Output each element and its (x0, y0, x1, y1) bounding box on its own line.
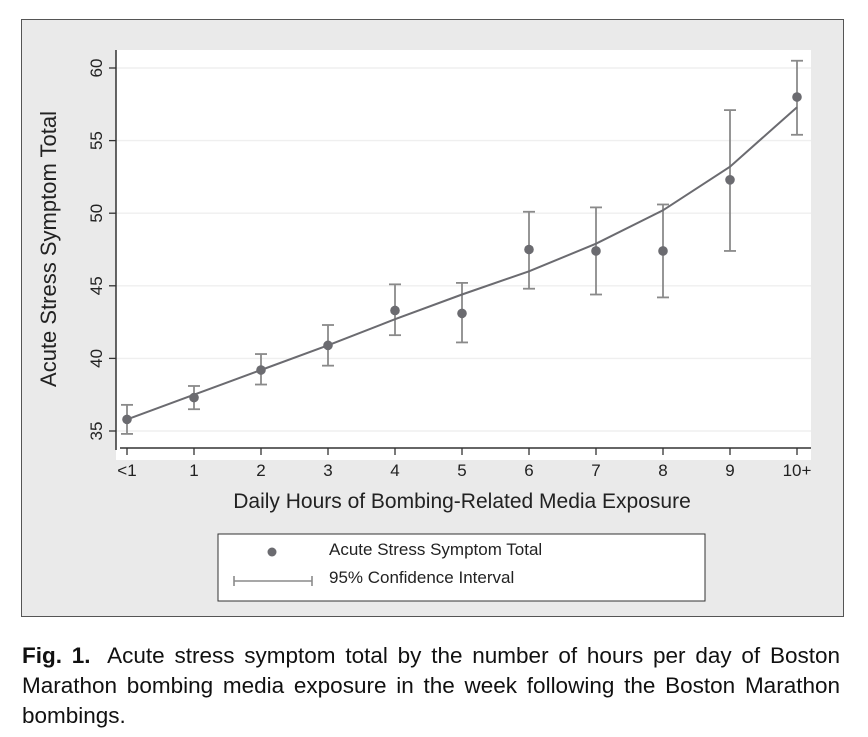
x-tick-label: 1 (189, 461, 198, 480)
axes (115, 50, 811, 450)
y-ticks: 35 40 45 50 55 60 (87, 59, 116, 441)
figure-caption: Fig. 1. Acute stress symptom total by th… (22, 641, 840, 731)
data-point (591, 246, 601, 256)
x-tick-label: 2 (256, 461, 265, 480)
data-point (189, 392, 199, 403)
data-points (122, 92, 802, 425)
x-tick-label: 9 (725, 461, 734, 480)
y-tick-label: 40 (87, 349, 106, 368)
figure-caption-label: Fig. 1. (22, 643, 91, 668)
data-point (390, 305, 400, 316)
fitted-curve-line (126, 106, 798, 421)
plot-area-background (116, 50, 811, 460)
figure-frame: 35 40 45 50 55 60 <1 1 2 3 4 5 6 7 8 9 10+ Acute Stress… (21, 19, 844, 617)
data-point (524, 244, 534, 255)
x-tick-label: 5 (457, 461, 466, 480)
x-tick-label: 7 (591, 461, 600, 480)
legend-box (217, 533, 706, 602)
x-tick-label: 8 (658, 461, 667, 480)
x-tick-label: 4 (390, 461, 399, 480)
x-tick-label: 3 (323, 461, 332, 480)
y-axis-label: Acute Stress Symptom Total (36, 111, 61, 387)
data-point (792, 92, 802, 102)
y-tick-label: 50 (87, 204, 106, 223)
data-point (658, 246, 668, 256)
legend-point-marker (267, 547, 277, 557)
figure-caption-text: Acute stress symptom total by the number… (22, 643, 840, 728)
data-point (122, 414, 132, 425)
data-point (457, 308, 467, 319)
gridlines (116, 67, 811, 432)
x-ticks: <1 1 2 3 4 5 6 7 8 9 10+ (117, 448, 811, 480)
x-tick-label: 10+ (783, 461, 812, 480)
x-tick-label: <1 (117, 461, 136, 480)
legend-item-ci: 95% Confidence Interval (329, 568, 514, 587)
x-axis-label: Daily Hours of Bombing-Related Media Exp… (233, 490, 691, 513)
data-point (323, 340, 333, 351)
legend: Acute Stress Symptom Total 95% Confidenc… (217, 533, 706, 602)
y-tick-label: 45 (87, 276, 106, 295)
x-tick-label: 6 (524, 461, 533, 480)
y-tick-label: 55 (87, 131, 106, 150)
data-point (256, 365, 266, 375)
data-point (725, 175, 735, 185)
y-tick-label: 35 (87, 422, 106, 441)
y-tick-label: 60 (87, 59, 106, 78)
legend-item-points: Acute Stress Symptom Total (329, 540, 542, 559)
